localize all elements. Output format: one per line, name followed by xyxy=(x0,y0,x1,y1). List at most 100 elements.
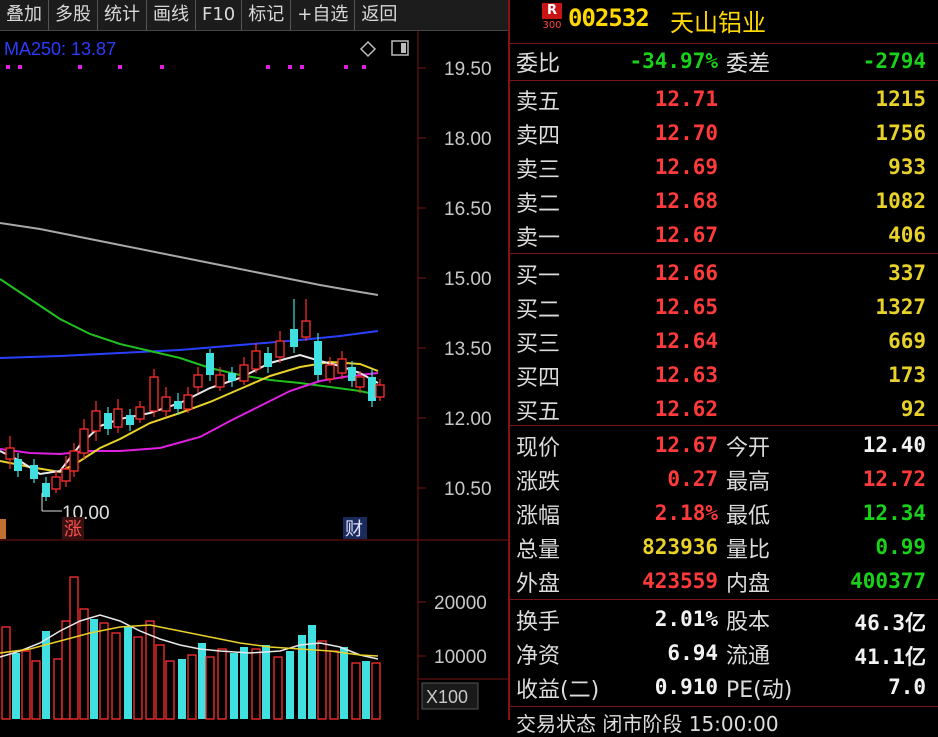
ask-row[interactable]: 卖五 12.71 1215 xyxy=(510,82,938,116)
fundamental-row[interactable]: 净资 6.94 流通 41.1亿 xyxy=(510,636,938,670)
panel-divider xyxy=(508,0,510,720)
ma-magenta-line xyxy=(0,372,379,456)
limit-up-marker[interactable] xyxy=(62,517,84,539)
window-toggle-icon[interactable] xyxy=(391,40,409,56)
quote-row[interactable]: 总量 823936 量比 0.99 xyxy=(510,530,938,564)
ask-label: 卖三 xyxy=(516,158,561,183)
chart-toolbar: 叠加 多股 统计 画线 F10 标记 +自选 返回 xyxy=(0,0,508,31)
finance-marker[interactable] xyxy=(343,517,367,539)
fund-label-left: 收益(二) xyxy=(516,678,600,703)
bid-price: 12.64 xyxy=(654,329,718,353)
volume-bar xyxy=(298,635,306,719)
quote-label-right: 最高 xyxy=(726,470,771,495)
f10-button[interactable]: F10 xyxy=(196,0,243,30)
price-tick-1500: 15.00 xyxy=(444,269,492,290)
candle xyxy=(348,361,356,387)
quote-label-right: 最低 xyxy=(726,504,771,529)
quote-panel: R 300 002532 天山铝业 委比 -34.97% 委差 -2794 卖五… xyxy=(510,0,938,736)
bid-label: 买四 xyxy=(516,366,561,391)
quote-row[interactable]: 外盘 423559 内盘 400377 xyxy=(510,564,938,598)
volume-bar xyxy=(317,640,327,720)
volume-bar xyxy=(1,626,11,720)
ask-row[interactable]: 卖四 12.70 1756 xyxy=(510,116,938,150)
bid-volume: 92 xyxy=(900,397,926,421)
candlesticks xyxy=(5,299,385,501)
volume-bar xyxy=(111,632,121,720)
quote-row[interactable]: 涨幅 2.18% 最低 12.34 xyxy=(510,496,938,530)
bid-row[interactable]: 买一 12.66 337 xyxy=(510,256,938,290)
price-tick-1350: 13.50 xyxy=(444,339,492,360)
quote-label-left: 涨幅 xyxy=(516,504,561,529)
quote-row[interactable]: 现价 12.67 今开 12.40 xyxy=(510,428,938,462)
bid-row[interactable]: 买四 12.63 173 xyxy=(510,358,938,392)
order-ratio-value: -34.97% xyxy=(629,49,718,73)
quote-value-right: 12.72 xyxy=(862,467,926,491)
quote-row[interactable]: 涨跌 0.27 最高 12.72 xyxy=(510,462,938,496)
candle xyxy=(275,331,285,363)
ask-label: 卖二 xyxy=(516,192,561,217)
quote-value-right: 400377 xyxy=(850,569,926,593)
volume-bar xyxy=(362,661,370,719)
bid-row[interactable]: 买三 12.64 669 xyxy=(510,324,938,358)
candle xyxy=(113,399,123,433)
volume-bar xyxy=(371,662,381,720)
finance-label: 财 xyxy=(345,519,363,540)
event-marker-left[interactable] xyxy=(0,519,6,539)
candle xyxy=(375,379,385,401)
candle xyxy=(290,299,298,353)
ask-volume: 1756 xyxy=(875,121,926,145)
volume-bar xyxy=(187,654,197,720)
bid-volume: 173 xyxy=(888,363,926,387)
ask-label: 卖四 xyxy=(516,124,561,149)
price-tick-1800: 18.00 xyxy=(444,129,492,150)
fund-value-right: 7.0 xyxy=(888,675,926,699)
ask-label: 卖一 xyxy=(516,226,561,251)
volume-bar xyxy=(251,648,261,720)
candle xyxy=(79,419,89,459)
ask-row[interactable]: 卖一 12.67 406 xyxy=(510,218,938,252)
add-watchlist-button[interactable]: +自选 xyxy=(291,0,356,30)
price-tick-1050: 10.50 xyxy=(444,479,492,500)
fund-value-left: 0.910 xyxy=(654,675,718,699)
volume-bar xyxy=(79,608,89,720)
volume-bar xyxy=(42,631,50,719)
ma-green-line xyxy=(0,278,379,396)
bid-price: 12.62 xyxy=(654,397,718,421)
statistics-button[interactable]: 统计 xyxy=(98,0,147,30)
candlestick-chart-area[interactable]: MA250: 13.87 19.50 18.00 16.50 15.00 xyxy=(0,31,508,720)
volume-ma-white xyxy=(0,614,379,660)
overlay-button[interactable]: 叠加 xyxy=(0,0,49,30)
quote-label-right: 今开 xyxy=(726,436,771,461)
multi-stock-button[interactable]: 多股 xyxy=(49,0,98,30)
ask-row[interactable]: 卖二 12.68 1082 xyxy=(510,184,938,218)
candle xyxy=(51,471,61,493)
quote-value-left: 0.27 xyxy=(667,467,718,491)
volume-bar xyxy=(273,656,283,720)
quote-label-left: 现价 xyxy=(516,436,561,461)
signal-dots xyxy=(6,65,366,69)
volume-bar xyxy=(124,627,132,719)
fund-label-right: 流通 xyxy=(726,644,771,669)
draw-line-button[interactable]: 画线 xyxy=(147,0,196,30)
back-button[interactable]: 返回 xyxy=(361,4,398,25)
bid-row[interactable]: 买五 12.62 92 xyxy=(510,392,938,426)
order-ratio-row: 委比 -34.97% 委差 -2794 xyxy=(510,44,938,78)
limit-up-label: 涨 xyxy=(64,519,82,540)
mark-button[interactable]: 标记 xyxy=(242,0,292,30)
candle xyxy=(368,369,376,407)
quote-value-left: 423559 xyxy=(642,569,718,593)
volume-ma-yellow xyxy=(0,624,379,657)
candle xyxy=(42,477,50,501)
volume-bar xyxy=(53,658,63,720)
bid-volume: 669 xyxy=(888,329,926,353)
diamond-icon[interactable] xyxy=(359,40,377,58)
fundamental-row[interactable]: 换手 2.01% 股本 46.3亿 xyxy=(510,602,938,636)
ask-row[interactable]: 卖三 12.69 933 xyxy=(510,150,938,184)
volume-bar xyxy=(90,619,98,719)
bid-row[interactable]: 买二 12.65 1327 xyxy=(510,290,938,324)
volume-bar xyxy=(340,647,348,719)
fundamental-row[interactable]: 收益(二) 0.910 PE(动) 7.0 xyxy=(510,670,938,704)
bid-price: 12.63 xyxy=(654,363,718,387)
quote-value-left: 12.67 xyxy=(654,433,718,457)
volume-tick-20000: 20000 xyxy=(434,593,487,614)
